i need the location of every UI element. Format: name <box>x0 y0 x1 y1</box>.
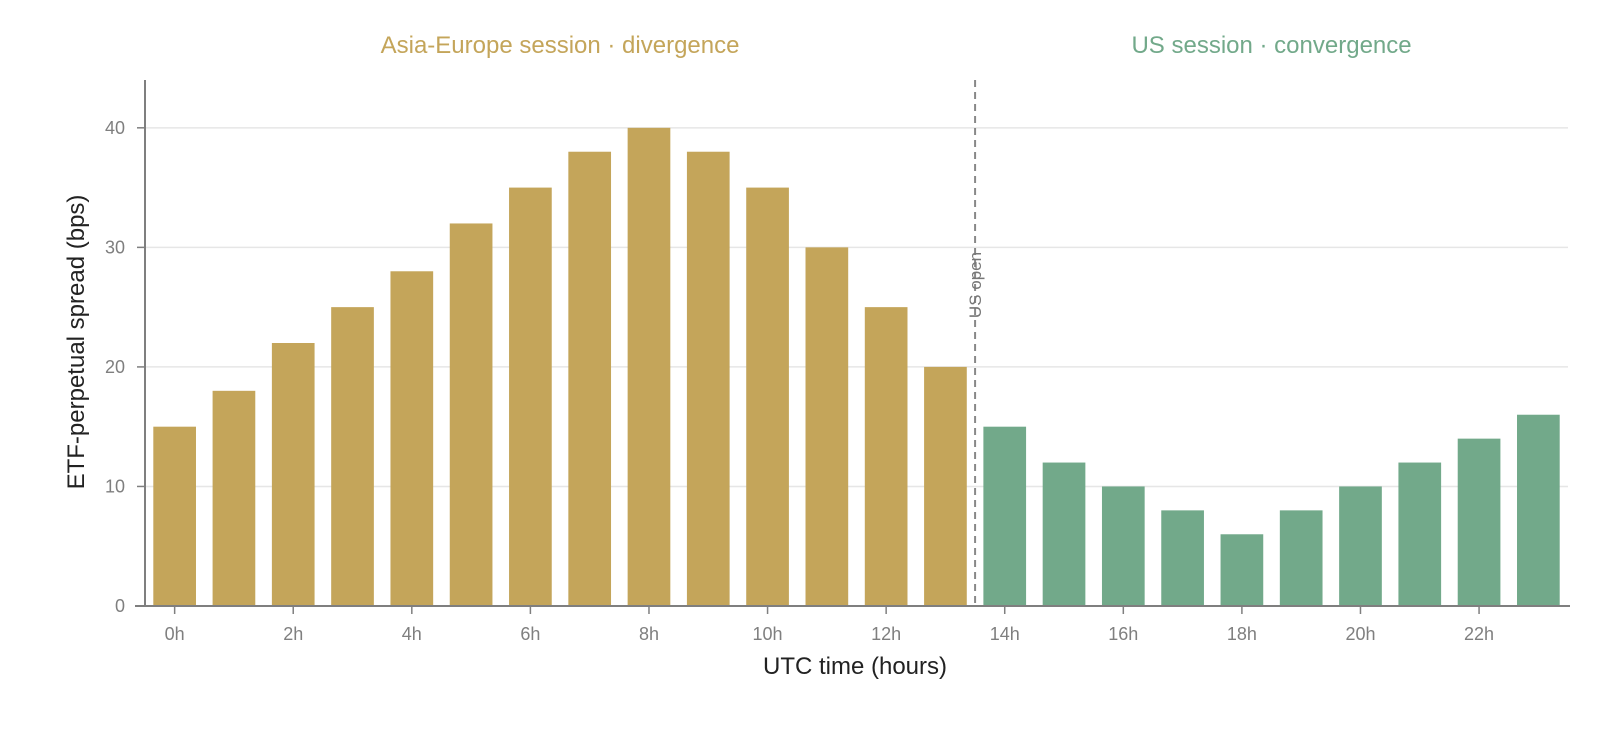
x-tick-label: 16h <box>1108 624 1138 644</box>
x-axis-label: UTC time (hours) <box>763 653 947 680</box>
bar-0h <box>153 426 196 606</box>
bar-5h <box>449 223 493 607</box>
y-tick-label: 40 <box>105 118 125 138</box>
x-tick-label: 6h <box>520 624 540 644</box>
bar-15h <box>1042 462 1086 606</box>
x-tick-label: 18h <box>1227 624 1257 644</box>
x-tick-label: 10h <box>753 624 783 644</box>
x-tick-label: 2h <box>283 624 303 644</box>
y-tick-label: 20 <box>105 357 125 377</box>
bar-16h <box>1101 486 1145 606</box>
bars-layer <box>153 127 1560 607</box>
bar-1h <box>212 390 256 606</box>
y-tick-label: 30 <box>105 237 125 257</box>
x-tick-label: 0h <box>165 624 185 644</box>
x-tick-label: 8h <box>639 624 659 644</box>
bar-8h <box>627 127 671 607</box>
bar-13h <box>924 366 967 606</box>
grid-layer <box>145 127 1568 488</box>
x-tick-label: 20h <box>1345 624 1375 644</box>
bar-7h <box>568 151 612 606</box>
annotation-layer: US open Asia-Europe session · divergence U… <box>381 32 1412 606</box>
bar-19h <box>1279 510 1323 606</box>
bar-9h <box>686 151 730 606</box>
bar-22h <box>1457 438 1501 606</box>
bar-23h <box>1517 414 1560 606</box>
bar-21h <box>1398 462 1442 606</box>
x-tick-label: 12h <box>871 624 901 644</box>
x-tick-label: 22h <box>1464 624 1494 644</box>
bar-18h <box>1220 534 1264 606</box>
bar-14h <box>983 426 1027 606</box>
bar-12h <box>864 307 908 606</box>
y-tick-label: 0 <box>115 596 125 616</box>
session-label: Asia-Europe session · divergence <box>381 32 740 59</box>
bar-20h <box>1339 486 1382 606</box>
bar-6h <box>509 187 552 606</box>
y-tick-label: 10 <box>105 476 125 496</box>
bar-3h <box>331 307 374 606</box>
bar-17h <box>1161 510 1204 606</box>
x-tick-label: 4h <box>402 624 422 644</box>
x-tick-label: 14h <box>990 624 1020 644</box>
ticks-layer: 0 10 20 30 40 0h 2h 4h 6h 8h 10h 12h 14h 16h 18h 20h 22h <box>105 118 1494 644</box>
axes-layer <box>135 80 1570 607</box>
bar-2h <box>271 343 315 606</box>
bar-11h <box>805 247 849 606</box>
y-axis-label: ETF-perpetual spread (bps) <box>63 195 90 490</box>
session-label: US session · convergence <box>1131 32 1411 59</box>
bar-10h <box>746 187 789 606</box>
bar-4h <box>390 271 434 606</box>
us-open-label: US open <box>966 252 985 318</box>
